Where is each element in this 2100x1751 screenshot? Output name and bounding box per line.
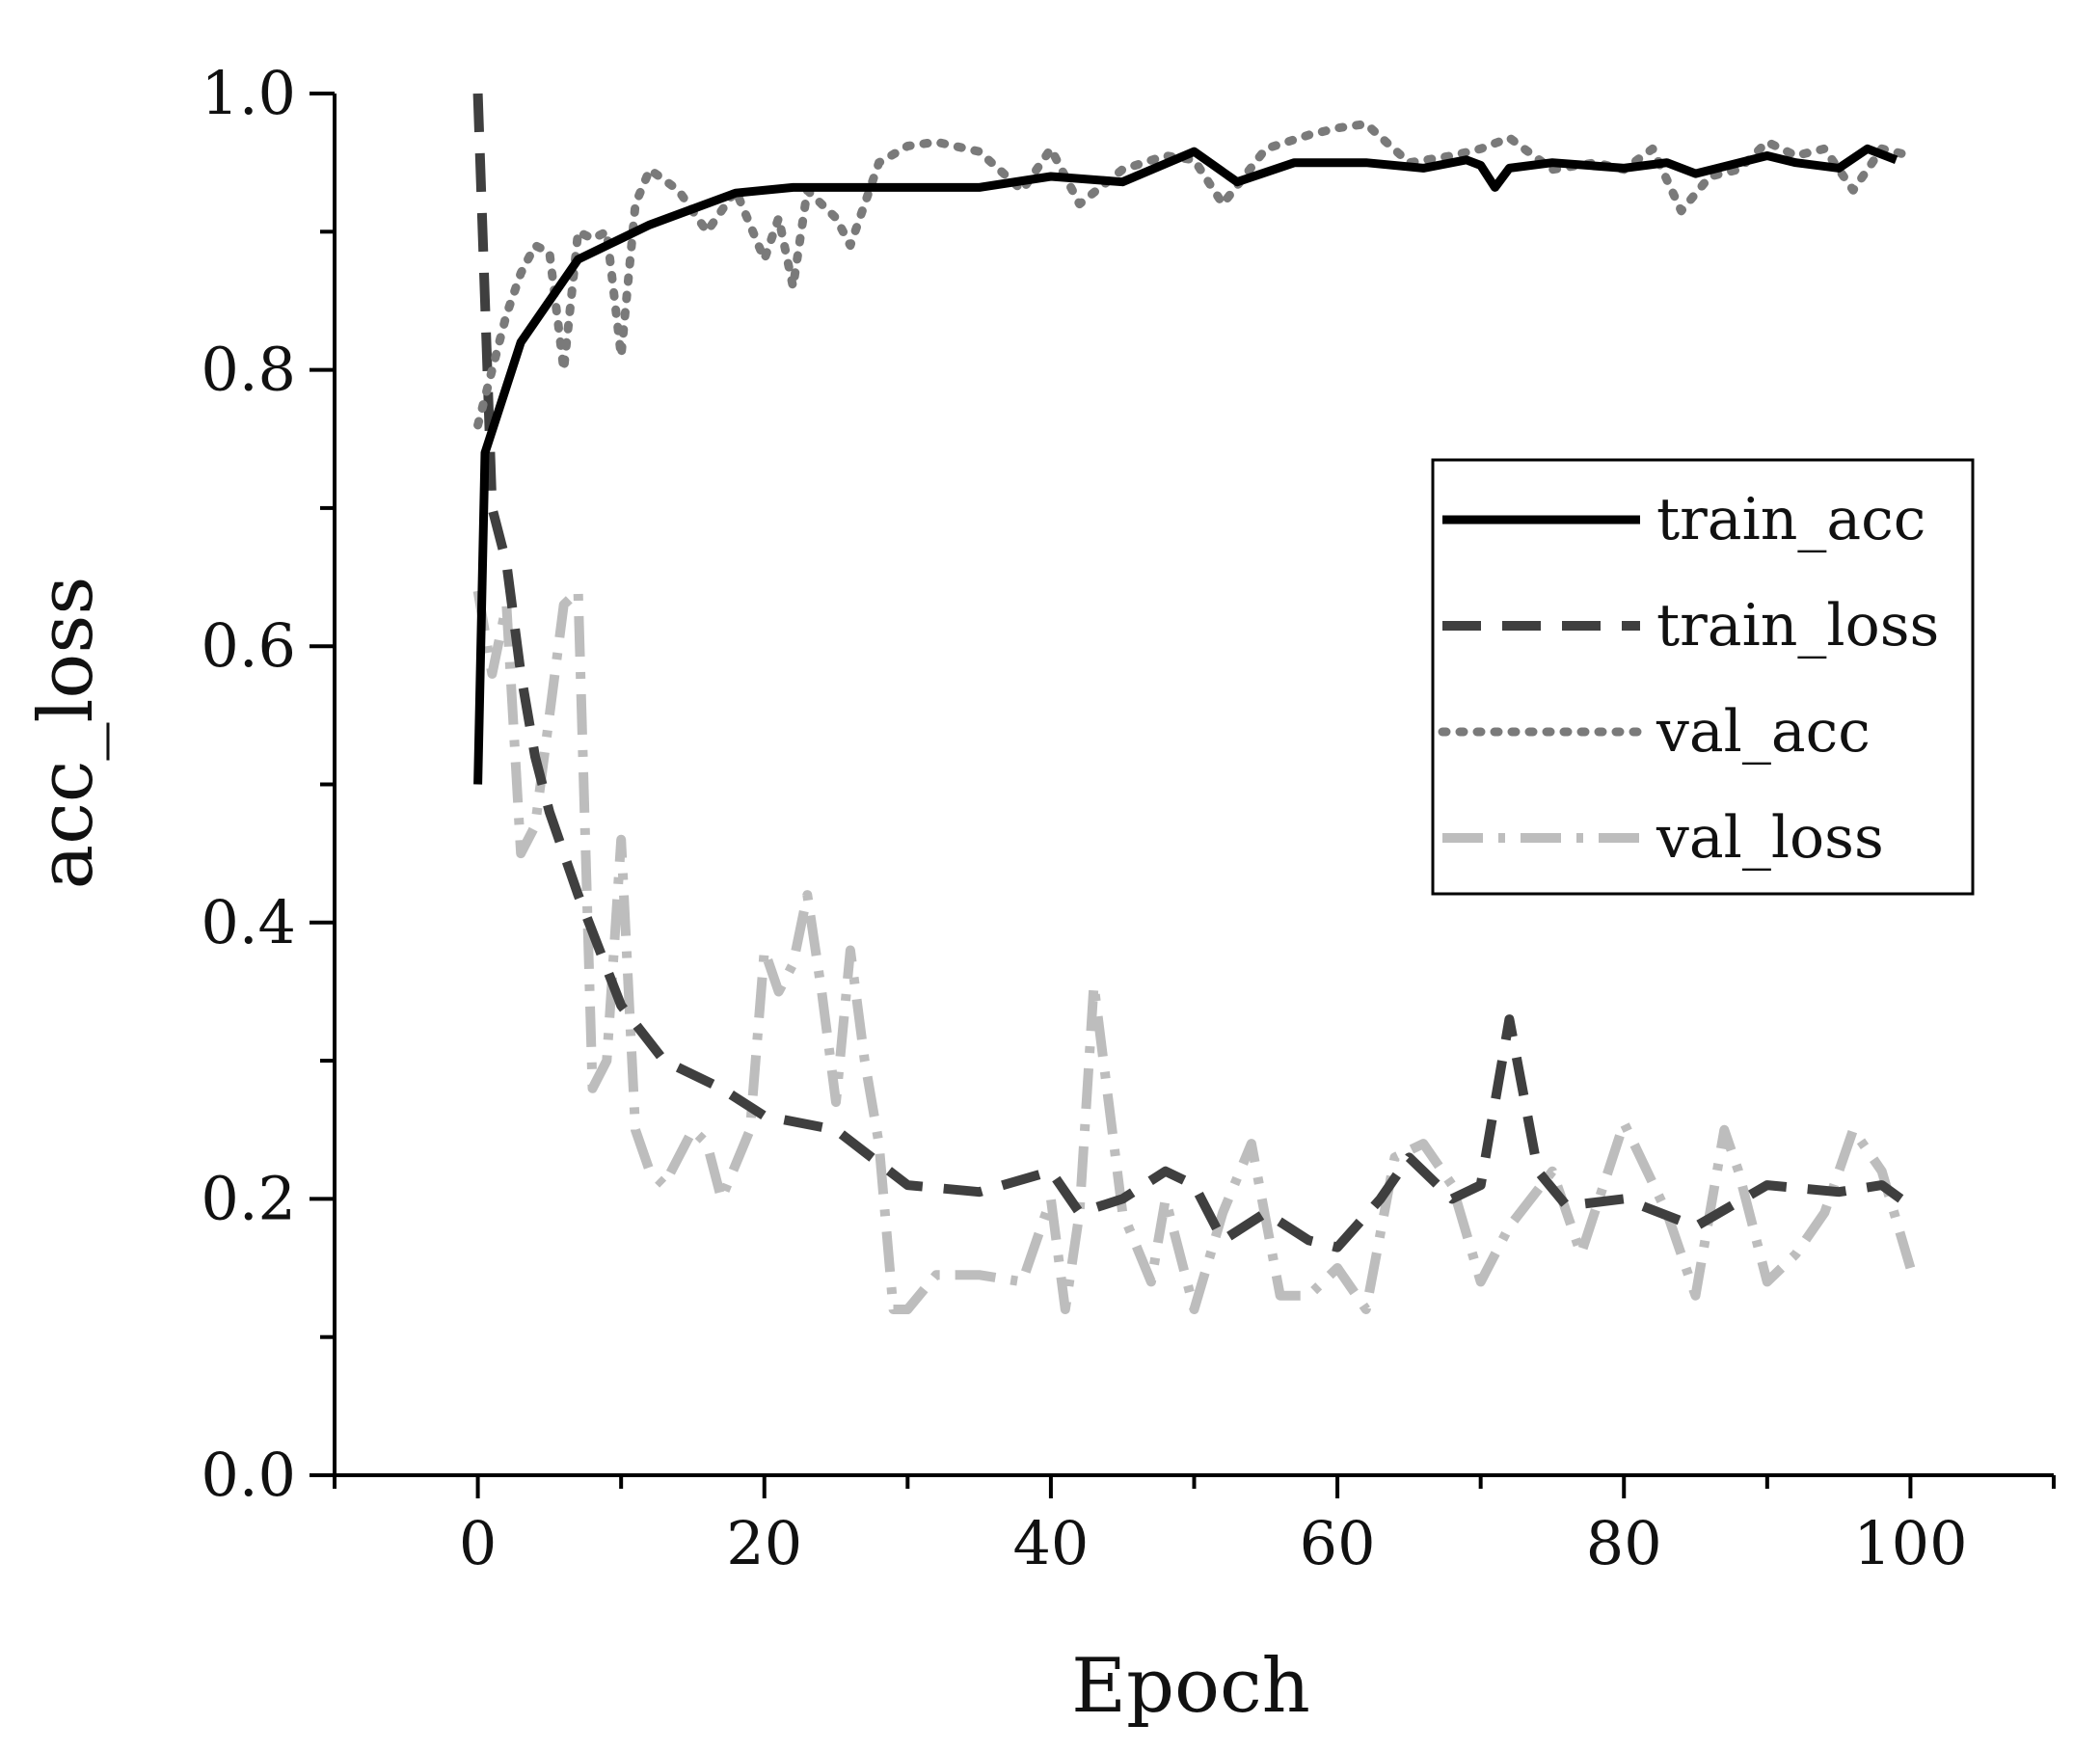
axes-layer: 0 20 40 60 80 100 0.0 0.2 0.4 0.6 0.8 1.0 [201,58,2056,1578]
y-tick-label: 0.6 [201,610,296,681]
legend-label-val_acc: val_acc [1656,698,1871,766]
y-tick-label: 1.0 [201,58,296,128]
y-tick-label: 0.4 [201,887,296,957]
series-line-train_acc [473,144,1898,785]
series-line-val_acc [473,120,1915,430]
y-tick-label: 0.0 [201,1440,296,1510]
series-line-val_loss [472,585,1916,1314]
x-tick-label: 100 [1853,1508,1967,1578]
legend-label-train_loss: train_loss [1656,592,1939,660]
x-tick-label: 0 [459,1508,497,1578]
series-layer [472,93,1916,1314]
legend-label-val_loss: val_loss [1656,804,1884,872]
y-axis-label: acc_loss [23,577,110,890]
x-tick-label: 40 [1012,1508,1089,1578]
legend-box [1431,458,1975,896]
legend: train_acc train_loss val_acc val_loss [1431,458,1975,896]
y-tick-label: 0.2 [201,1163,296,1233]
y-tick-label: 0.8 [201,335,296,405]
x-tick-label: 60 [1300,1508,1376,1578]
x-tick-label: 20 [726,1508,802,1578]
legend-label-train_acc: train_acc [1656,486,1925,553]
x-axis-label: Epoch [1071,1643,1310,1730]
x-tick-label: 80 [1586,1508,1662,1578]
series-line-train_loss [472,93,1914,1253]
